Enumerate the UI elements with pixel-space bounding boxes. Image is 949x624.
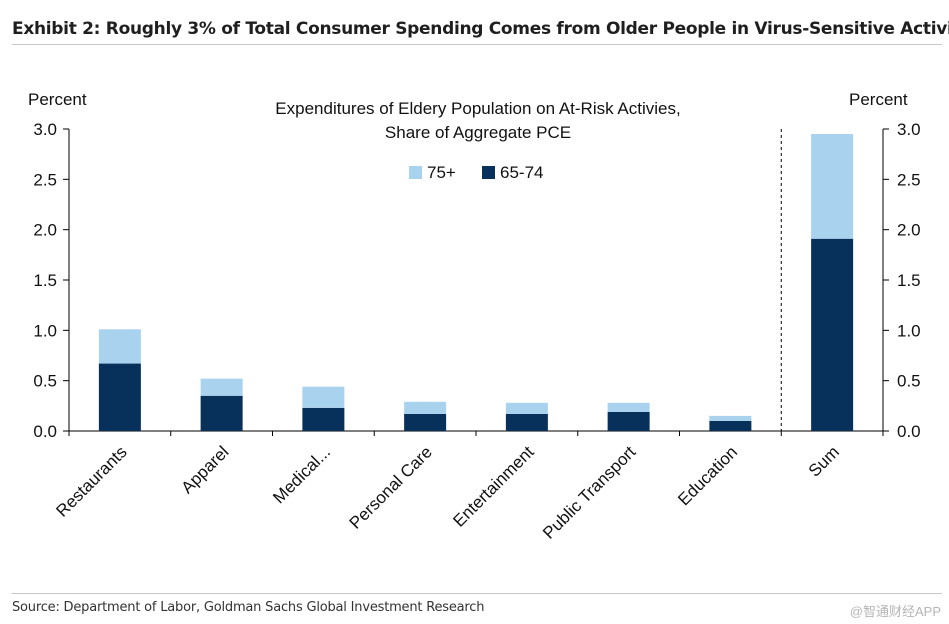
y-axis-label-right: Percent	[849, 90, 908, 109]
x-axis-labels: Restaurants Apparel Medical... Personal Car…	[52, 442, 843, 542]
x-label-personal-care: Personal Care	[346, 442, 436, 532]
y-axis-label-left: Percent	[28, 90, 87, 109]
bar-65-74-sum	[811, 238, 854, 431]
bar-65-74-personal-care	[404, 413, 447, 431]
bottom-divider	[12, 593, 942, 594]
bar-65-74-restaurants	[98, 363, 141, 431]
x-label-sum: Sum	[805, 442, 843, 480]
top-divider	[12, 44, 942, 45]
bar-75-plus-public-transport	[607, 402, 650, 412]
legend-label-75-plus: 75+	[427, 163, 456, 182]
bar-65-74-education	[709, 420, 752, 431]
y-tick-label-left: 1.0	[33, 321, 57, 340]
exhibit-title: Exhibit 2: Roughly 3% of Total Consumer …	[12, 19, 949, 39]
x-label-medical: Medical...	[269, 442, 334, 507]
bar-75-plus-entertainment	[505, 402, 548, 414]
bar-75-plus-restaurants	[98, 329, 141, 364]
bar-65-74-medical	[302, 407, 345, 431]
x-label-education: Education	[674, 442, 741, 509]
y-tick-label-right: 2.0	[897, 221, 921, 240]
legend: 75+ 65-74	[409, 163, 543, 182]
y-tick-label-right: 2.5	[897, 170, 921, 189]
bar-75-plus-sum	[811, 134, 854, 239]
chart-title-line2: Share of Aggregate PCE	[385, 123, 571, 142]
x-label-entertainment: Entertainment	[449, 442, 537, 530]
source-note: Source: Department of Labor, Goldman Sac…	[12, 600, 485, 615]
bar-65-74-apparel	[200, 395, 243, 431]
x-label-restaurants: Restaurants	[52, 442, 130, 520]
bar-75-plus-education	[709, 415, 752, 421]
legend-swatch-75-plus	[409, 166, 422, 179]
y-tick-label-right: 0.0	[897, 422, 921, 441]
y-tick-label-left: 3.0	[33, 120, 57, 139]
x-label-apparel: Apparel	[178, 442, 233, 497]
bar-75-plus-personal-care	[404, 401, 447, 414]
bar-75-plus-medical	[302, 386, 345, 408]
bar-75-plus-apparel	[200, 378, 243, 396]
chart-title-line1: Expenditures of Eldery Population on At-…	[275, 99, 680, 118]
y-tick-label-left: 0.0	[33, 422, 57, 441]
y-tick-label-left: 2.5	[33, 170, 57, 189]
bar-65-74-public-transport	[607, 411, 650, 431]
y-tick-label-right: 3.0	[897, 120, 921, 139]
legend-swatch-65-74	[482, 166, 495, 179]
y-tick-label-left: 0.5	[33, 372, 57, 391]
y-tick-label-left: 2.0	[33, 221, 57, 240]
x-label-public-transport: Public Transport	[539, 442, 639, 542]
bars	[98, 134, 854, 431]
watermark: @智通财经APP	[849, 604, 941, 619]
bar-65-74-entertainment	[505, 413, 548, 431]
y-tick-label-right: 1.0	[897, 321, 921, 340]
stacked-bar-chart: Expenditures of Eldery Population on At-…	[28, 90, 921, 543]
y-tick-label-right: 1.5	[897, 271, 921, 290]
y-tick-label-right: 0.5	[897, 372, 921, 391]
y-tick-label-left: 1.5	[33, 271, 57, 290]
legend-label-65-74: 65-74	[500, 163, 543, 182]
axes: 0.0 0.0 0.5 0.5 1.0 1.0 1.5 1.5 2.0 2.0 2.5 2.5 3.0 3…	[33, 120, 920, 441]
chart-title: Expenditures of Eldery Population on At-…	[275, 99, 680, 142]
